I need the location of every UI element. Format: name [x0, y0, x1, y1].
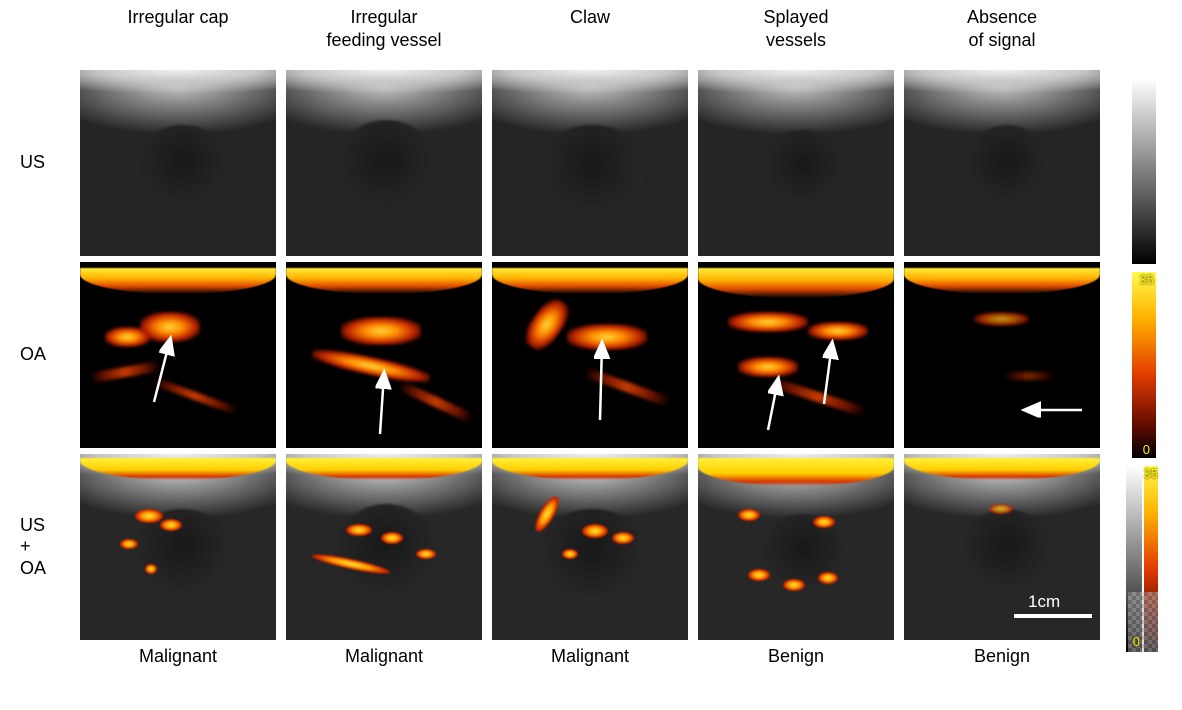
diag-1: Malignant: [286, 646, 482, 667]
oa-panel-2: [492, 262, 688, 448]
arrow-icon: [698, 262, 894, 448]
oa-panel-1: [286, 262, 482, 448]
col-header-4: Absence of signal: [904, 0, 1100, 51]
combo-panel-1: [286, 454, 482, 640]
diag-0: Malignant: [80, 646, 276, 667]
arrow-icon: [492, 262, 688, 448]
medical-imaging-figure: Irregular cap Irregular feeding vessel C…: [20, 0, 1160, 710]
colorbar-hot: [1132, 272, 1156, 458]
column-headers: Irregular cap Irregular feeding vessel C…: [80, 0, 1160, 70]
diag-4: Benign: [904, 646, 1100, 667]
row-label-us: US: [20, 152, 70, 174]
scale-bar: [1014, 614, 1092, 618]
us-panel-0: [80, 70, 276, 256]
col-header-0: Irregular cap: [80, 0, 276, 29]
colorbar-hot-max: 35: [1140, 272, 1154, 287]
arrow-icon: [904, 262, 1100, 448]
oa-panel-3: [698, 262, 894, 448]
colorbar-combo-min: 0: [1133, 634, 1140, 649]
us-panel-4: [904, 70, 1100, 256]
row-oa: OA: [20, 262, 1160, 448]
col-header-3: Splayed vessels: [698, 0, 894, 51]
arrow-icon: [80, 262, 276, 448]
us-panel-3: [698, 70, 894, 256]
colorbar-combo: 35 0: [1126, 466, 1160, 652]
combo-panel-4: 1cm: [904, 454, 1100, 640]
col-header-1: Irregular feeding vessel: [286, 0, 482, 51]
diagnosis-labels: Malignant Malignant Malignant Benign Ben…: [80, 646, 1160, 667]
row-label-oa: OA: [20, 344, 70, 366]
arrow-icon: [286, 262, 482, 448]
combo-panel-0: [80, 454, 276, 640]
combo-panel-3: [698, 454, 894, 640]
colorbar-gray: [1132, 78, 1156, 264]
oa-panel-4: [904, 262, 1100, 448]
col-header-2: Claw: [492, 0, 688, 29]
oa-panel-0: [80, 262, 276, 448]
colorbar-combo-max: 35: [1144, 466, 1158, 481]
row-us: US: [20, 70, 1160, 256]
scale-bar-label: 1cm: [1028, 592, 1060, 612]
colorbar-hot-min: 0: [1143, 442, 1150, 457]
us-panel-2: [492, 70, 688, 256]
diag-2: Malignant: [492, 646, 688, 667]
diag-3: Benign: [698, 646, 894, 667]
combo-panel-2: [492, 454, 688, 640]
row-label-combo: US + OA: [20, 515, 70, 580]
row-combo: US + OA: [20, 454, 1160, 640]
us-panel-1: [286, 70, 482, 256]
